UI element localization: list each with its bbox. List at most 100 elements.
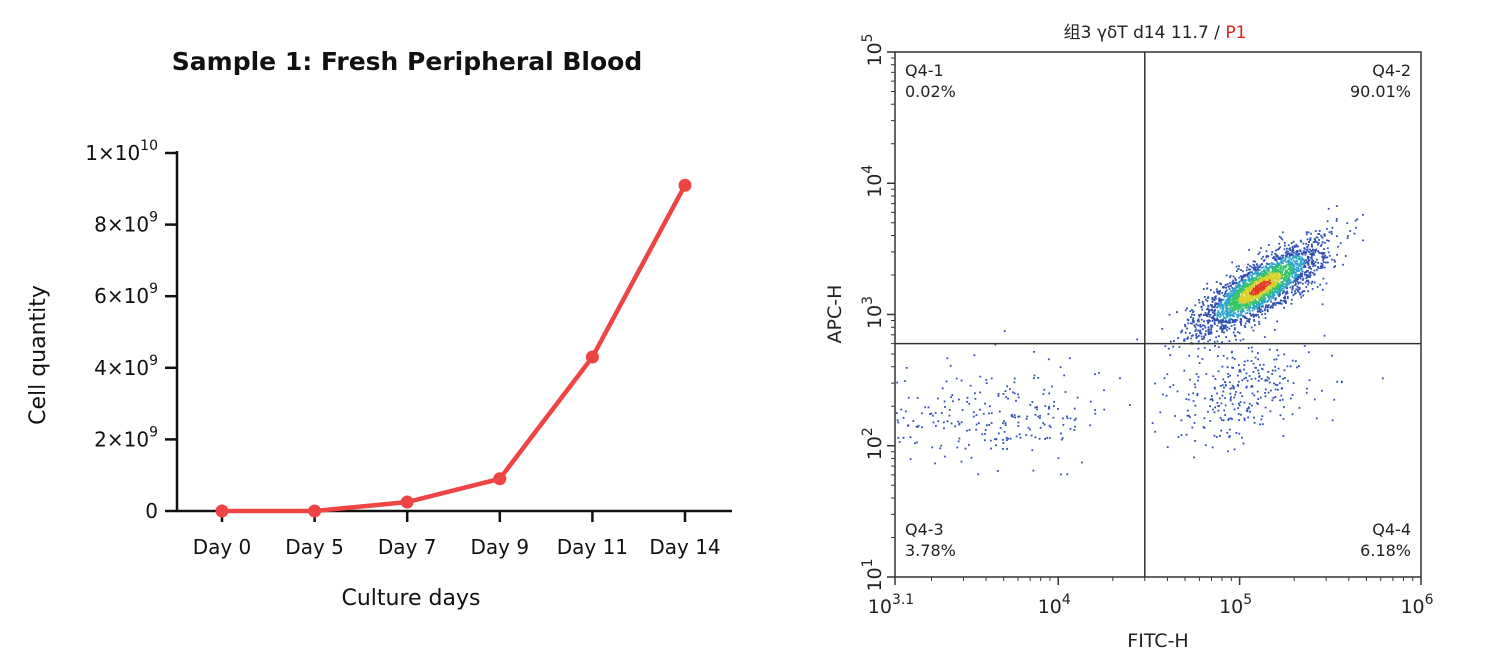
flow-event-dot: [1201, 358, 1204, 360]
flow-event-dot: [1017, 425, 1020, 427]
flow-event-dot: [1013, 414, 1016, 417]
flow-event-dot: [1296, 280, 1299, 283]
flow-event-dot: [1204, 397, 1206, 400]
flow-event-dot: [1301, 291, 1303, 294]
flow-event-dot: [1286, 287, 1288, 290]
flow-event-dot: [1285, 272, 1288, 274]
flow-event-dot: [1194, 330, 1197, 332]
flow-event-dot: [1275, 264, 1278, 266]
flow-event-dot: [1296, 273, 1299, 276]
flow-event-dot: [1272, 296, 1275, 299]
flow-event-dot: [1253, 292, 1255, 295]
flow-event-dot: [1278, 285, 1281, 288]
flow-event-dot: [1207, 297, 1209, 299]
flow-event-dot: [1296, 264, 1299, 266]
line-series-path: [222, 184, 687, 514]
flow-event-dot: [927, 406, 930, 409]
flow-event-dot: [1197, 318, 1200, 321]
flow-event-dot: [1224, 290, 1227, 293]
flow-event-dot: [1256, 390, 1259, 393]
flow-event-dot: [1184, 309, 1187, 312]
flow-event-dot: [1274, 282, 1277, 284]
flow-event-dot: [1216, 392, 1218, 395]
flow-event-dot: [1256, 303, 1259, 305]
flow-event-dot: [1279, 288, 1281, 291]
flow-event-dot: [1297, 270, 1300, 273]
flow-event-dot: [1323, 234, 1326, 237]
flow-event-dot: [1188, 354, 1191, 357]
flow-event-dot: [1218, 405, 1220, 407]
flow-event-dot: [1227, 312, 1230, 314]
flow-event-dot: [1280, 284, 1283, 287]
flow-event-dot: [1034, 436, 1037, 439]
line-y-tick-base: 1×10: [85, 141, 140, 165]
flow-event-dot: [1233, 303, 1236, 306]
flow-event-dot: [1294, 284, 1296, 287]
flow-event-dot: [1267, 287, 1269, 289]
flow-event-dot: [1166, 373, 1169, 376]
flow-event-dot: [1254, 289, 1257, 291]
flow-event-dot: [1265, 250, 1268, 253]
flow-event-dot: [1279, 266, 1282, 269]
flow-event-dot: [1269, 266, 1272, 268]
flow-x-tick-exponent: 5: [1243, 592, 1252, 608]
flow-event-dot: [1301, 282, 1304, 285]
flow-event-dot: [1330, 230, 1333, 233]
flow-y-tick-label: 103: [860, 296, 886, 329]
flow-event-dot: [1215, 297, 1217, 300]
flow-event-dot: [1267, 255, 1269, 258]
flow-event-dot: [1279, 290, 1282, 293]
flow-event-dot: [1232, 387, 1235, 390]
flow-event-dot: [1213, 310, 1216, 313]
flow-event-dot: [1255, 284, 1258, 286]
flow-event-dot: [1163, 377, 1166, 380]
flow-event-dot: [1276, 278, 1279, 280]
flow-event-dot: [1228, 285, 1231, 288]
flow-event-dot: [1229, 399, 1232, 402]
flow-y-tick-label: 105: [860, 33, 886, 66]
flow-event-dot: [1306, 276, 1309, 278]
flow-event-dot: [1286, 297, 1289, 300]
flow-event-dot: [1355, 226, 1357, 229]
flow-event-dot: [1221, 311, 1223, 314]
flow-event-dot: [1239, 314, 1242, 317]
flow-event-dot: [994, 438, 996, 441]
flow-event-dot: [1273, 267, 1276, 270]
flow-event-dot: [921, 412, 923, 415]
flow-event-dot: [1301, 279, 1304, 281]
flow-event-dot: [1272, 257, 1275, 260]
flow-event-dot: [1246, 298, 1249, 301]
flow-event-dot: [1198, 314, 1200, 316]
flow-event-dot: [1197, 347, 1200, 350]
flow-event-dot: [1225, 336, 1227, 338]
flow-event-dot: [1209, 304, 1212, 306]
flow-event-dot: [1330, 232, 1333, 235]
flow-event-dot: [1272, 397, 1275, 399]
flow-event-dot: [1172, 345, 1175, 348]
flow-event-dot: [1283, 248, 1286, 251]
flow-event-dot: [1296, 260, 1299, 263]
flow-event-dot: [1188, 414, 1190, 417]
flow-event-dot: [1276, 287, 1279, 290]
flow-quadrant-percent: 0.02%: [905, 82, 956, 101]
flow-event-dot: [1310, 261, 1313, 264]
flow-event-dot: [988, 412, 990, 415]
flow-event-dot: [1250, 286, 1252, 289]
flow-event-dot: [1234, 312, 1236, 315]
flow-event-dot: [1233, 307, 1235, 310]
flow-event-dot: [1265, 284, 1268, 287]
flow-event-dot: [1230, 303, 1233, 306]
flow-event-dot: [1265, 265, 1267, 267]
flow-event-dot: [1331, 258, 1333, 261]
flow-event-dot: [1231, 306, 1234, 309]
flow-event-dot: [1219, 385, 1222, 387]
flow-event-dot: [1250, 314, 1253, 317]
flow-event-dot: [1306, 262, 1309, 265]
flow-event-dot: [1275, 302, 1278, 304]
flow-event-dot: [1264, 266, 1267, 269]
flow-event-dot: [1291, 254, 1294, 256]
flow-event-dot: [1257, 291, 1260, 294]
flow-event-dot: [1233, 302, 1235, 304]
flow-event-dot: [1303, 265, 1306, 267]
flow-event-dot: [1221, 384, 1224, 387]
